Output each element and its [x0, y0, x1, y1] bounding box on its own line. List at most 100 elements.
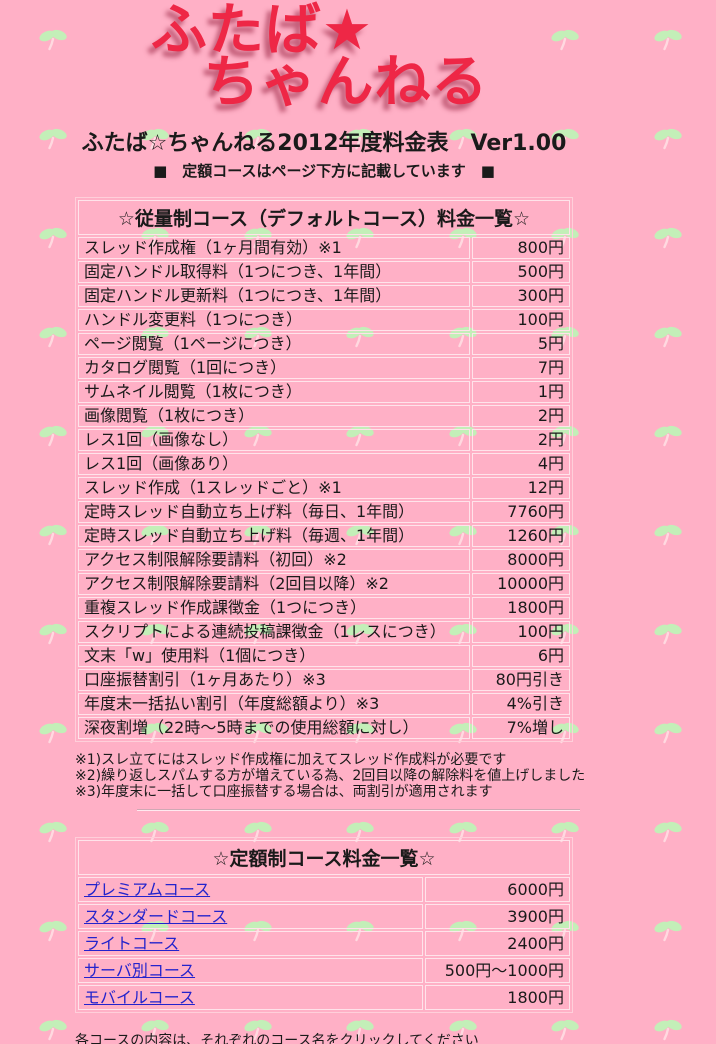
course-link[interactable]: ライトコース	[84, 934, 180, 953]
content-column: ふたば★ ちゃんねる ふたば☆ちゃんねる2012年度料金表 Ver1.00 ■ …	[0, 3, 648, 1044]
metered-course-table-title: ☆従量制コース（デフォルトコース）料金一覧☆	[78, 200, 570, 235]
futaba-sprout-icon	[550, 28, 580, 52]
futaba-sprout-icon	[140, 1018, 170, 1042]
futaba-sprout-icon	[653, 919, 683, 943]
futaba-sprout-icon	[653, 721, 683, 745]
futaba-sprout-icon	[38, 28, 68, 52]
fee-row: スタンダードコース 3900円	[78, 904, 570, 929]
fee-value-cell: 2円	[472, 429, 570, 451]
fee-row: レス1回（画像なし） 2円	[78, 429, 570, 451]
fee-row: 固定ハンドル更新料（1つにつき、1年間） 300円	[78, 285, 570, 307]
futaba-sprout-icon	[38, 820, 68, 844]
note-line: 各コースの内容は、それぞれのコース名をクリックしてください	[75, 1033, 479, 1044]
fee-label-cell: 文末「w」使用料（1個につき）	[78, 645, 470, 667]
fee-value-cell: 4%引き	[472, 693, 570, 715]
fee-label-cell: 画像閲覧（1枚につき）	[78, 405, 470, 427]
futaba-sprout-icon	[653, 226, 683, 250]
futaba-sprout-icon	[243, 523, 273, 547]
fee-label-cell: レス1回（画像あり）	[78, 453, 470, 475]
futaba-sprout-icon	[38, 1018, 68, 1042]
course-link[interactable]: スタンダードコース	[84, 907, 228, 926]
futaba-sprout-icon	[550, 721, 580, 745]
fee-value-cell: 3900円	[425, 904, 570, 929]
futaba-sprout-icon	[653, 1018, 683, 1042]
fee-row: サムネイル閲覧（1枚につき） 1円	[78, 381, 570, 403]
fee-row: スレッド作成（1スレッドごと）※1 12円	[78, 477, 570, 499]
fee-label-cell: サーバ別コース	[78, 958, 423, 983]
flat-course-table-title: ☆定額制コース料金一覧☆	[78, 840, 570, 875]
fee-label-cell: 年度末一括払い割引（年度総額より）※3	[78, 693, 470, 715]
futaba-sprout-icon	[38, 226, 68, 250]
fee-value-cell: 800円	[472, 237, 570, 259]
futaba-sprout-icon	[653, 424, 683, 448]
course-link[interactable]: プレミアムコース	[84, 880, 211, 899]
fee-row: 年度末一括払い割引（年度総額より）※3 4%引き	[78, 693, 570, 715]
futaba-sprout-icon	[140, 622, 170, 646]
futaba-sprout-icon	[653, 820, 683, 844]
futaba-sprout-icon	[140, 721, 170, 745]
futaba-sprout-icon	[243, 919, 273, 943]
metered-course-table-header-row: ☆従量制コース（デフォルトコース）料金一覧☆	[78, 200, 570, 235]
fee-value-cell: 80円引き	[472, 669, 570, 691]
note-line: ※1)スレ立てにはスレッド作成権に加えてスレッド作成料が必要です	[75, 752, 507, 768]
futaba-sprout-icon	[448, 127, 478, 151]
futaba-sprout-icon	[345, 523, 375, 547]
fee-label-cell: 重複スレッド作成課徴金（1つにつき）	[78, 597, 470, 619]
section-divider	[137, 809, 580, 811]
fee-row: ページ閲覧（1ページにつき） 5円	[78, 333, 570, 355]
fee-value-cell: 12円	[472, 477, 570, 499]
futaba-sprout-icon	[550, 523, 580, 547]
metered-course-table: ☆従量制コース（デフォルトコース）料金一覧☆ スレッド作成権（1ヶ月間有効）※1…	[75, 197, 573, 742]
fee-label-cell: レス1回（画像なし）	[78, 429, 470, 451]
futaba-sprout-icon	[243, 1018, 273, 1042]
fee-row: 文末「w」使用料（1個につき） 6円	[78, 645, 570, 667]
fee-label-cell: ページ閲覧（1ページにつき）	[78, 333, 470, 355]
futaba-sprout-icon	[38, 919, 68, 943]
fee-value-cell: 6000円	[425, 877, 570, 902]
fee-row: モバイルコース 1800円	[78, 985, 570, 1010]
futaba-sprout-icon	[345, 820, 375, 844]
fee-label-cell: スレッド作成（1スレッドごと）※1	[78, 477, 470, 499]
fee-row: プレミアムコース 6000円	[78, 877, 570, 902]
futaba-sprout-icon	[38, 127, 68, 151]
fee-label-cell: モバイルコース	[78, 985, 423, 1010]
futaba-sprout-icon	[243, 127, 273, 151]
futaba-sprout-icon	[140, 523, 170, 547]
fee-label-cell: 口座振替割引（1ヶ月あたり）※3	[78, 669, 470, 691]
fee-value-cell: 8000円	[472, 549, 570, 571]
footer-notes: 各コースの内容は、それぞれのコース名をクリックしてくださいサーバ別コース対象外の…	[75, 1033, 648, 1044]
fee-row: レス1回（画像あり） 4円	[78, 453, 570, 475]
course-link[interactable]: モバイルコース	[84, 988, 195, 1007]
fee-label-cell: 固定ハンドル取得料（1つにつき、1年間）	[78, 261, 470, 283]
note-line: ※2)繰り返しスパムする方が増えている為、2回目以降の解除料を値上げしました	[75, 768, 586, 784]
fee-value-cell: 6円	[472, 645, 570, 667]
fee-label-cell: 定時スレッド自動立ち上げ料（毎日、1年間）	[78, 501, 470, 523]
futaba-sprout-icon	[38, 523, 68, 547]
futaba-sprout-icon	[345, 1018, 375, 1042]
fee-label-cell: ライトコース	[78, 931, 423, 956]
fee-label-cell: スタンダードコース	[78, 904, 423, 929]
fee-value-cell: 4円	[472, 453, 570, 475]
fee-label-cell: アクセス制限解除要請料（2回目以降）※2	[78, 573, 470, 595]
fee-label-cell: アクセス制限解除要請料（初回）※2	[78, 549, 470, 571]
course-link[interactable]: サーバ別コース	[84, 961, 196, 980]
fee-value-cell: 1800円	[472, 597, 570, 619]
fee-value-cell: 100円	[472, 309, 570, 331]
fee-row: 固定ハンドル取得料（1つにつき、1年間） 500円	[78, 261, 570, 283]
fee-value-cell: 7760円	[472, 501, 570, 523]
fee-row: サーバ別コース 500円〜1000円	[78, 958, 570, 983]
fee-label-cell: スクリプトによる連続投稿課徴金（1レスにつき）	[78, 621, 470, 643]
futaba-sprout-icon	[448, 1018, 478, 1042]
fee-label-cell: 深夜割増（22時〜5時までの使用総額に対し）	[78, 717, 470, 739]
fee-value-cell: 2400円	[425, 931, 570, 956]
fee-value-cell: 500円〜1000円	[425, 958, 570, 983]
futaba-sprout-icon	[243, 226, 273, 250]
fee-value-cell: 1260円	[472, 525, 570, 547]
fee-value-cell: 7円	[472, 357, 570, 379]
futaba-sprout-icon	[38, 721, 68, 745]
fee-label-cell: ハンドル変更料（1つにつき）	[78, 309, 470, 331]
futaba-sprout-icon	[38, 424, 68, 448]
futaba-sprout-icon	[653, 523, 683, 547]
fee-label-cell: 固定ハンドル更新料（1つにつき、1年間）	[78, 285, 470, 307]
fee-row: 深夜割増（22時〜5時までの使用総額に対し） 7%増し	[78, 717, 570, 739]
